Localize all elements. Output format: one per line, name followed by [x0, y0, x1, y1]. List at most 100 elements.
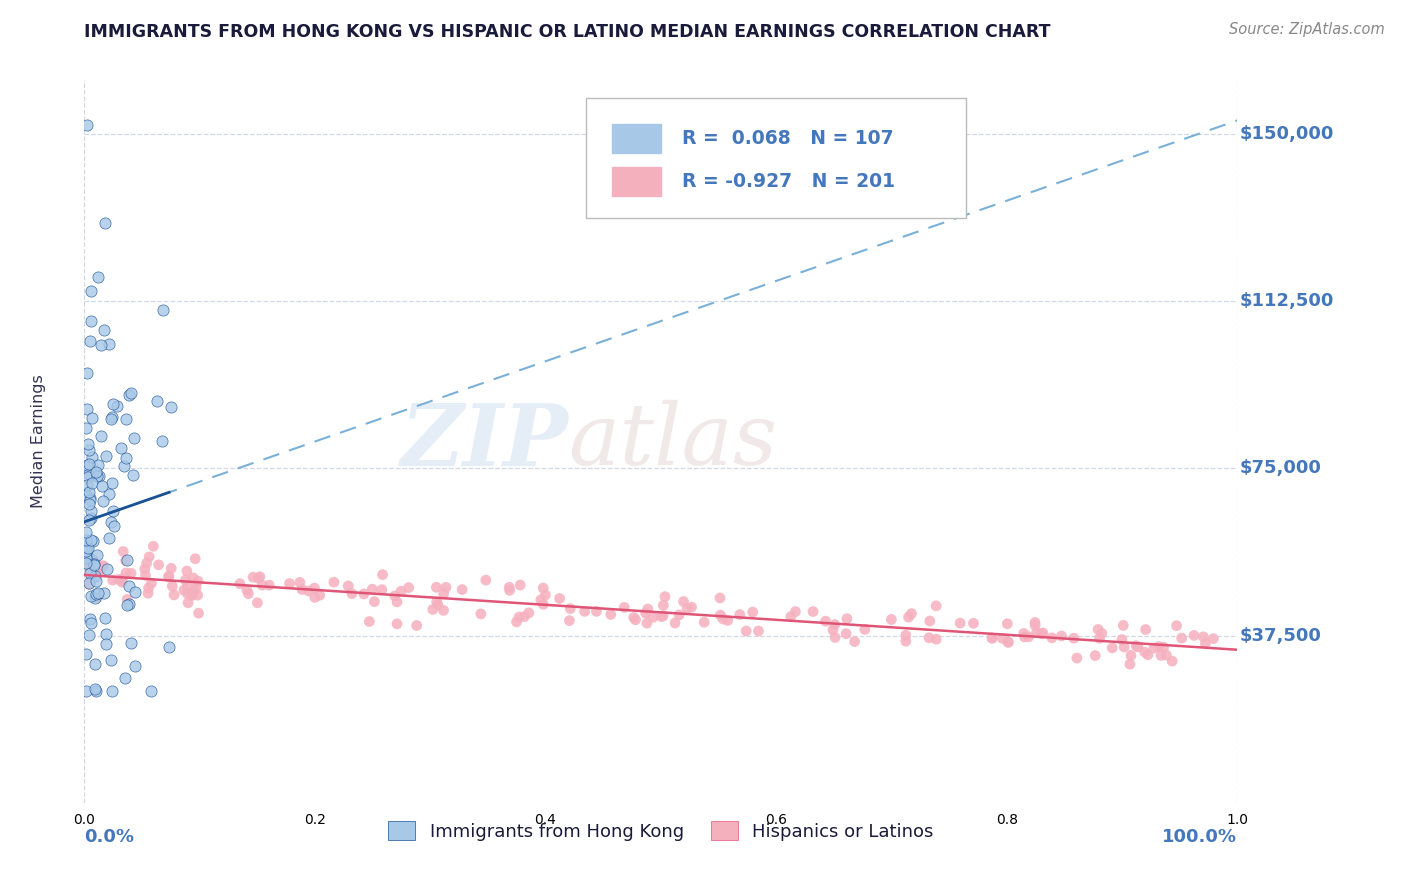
- Point: [637, 602, 659, 616]
- Point: [371, 582, 394, 597]
- Point: [304, 581, 326, 595]
- Point: [93, 558, 115, 573]
- Point: [94, 449, 117, 463]
- Point: [711, 612, 734, 626]
- Point: [238, 587, 260, 601]
- Point: [90, 337, 112, 351]
- Point: [107, 399, 129, 413]
- Point: [77, 467, 100, 482]
- Point: [118, 579, 141, 593]
- Text: $150,000: $150,000: [1240, 125, 1334, 143]
- Point: [174, 573, 197, 587]
- Point: [76, 478, 98, 492]
- Point: [136, 586, 159, 600]
- Point: [80, 533, 103, 548]
- Point: [79, 491, 101, 505]
- Point: [98, 337, 121, 351]
- Point: [1024, 615, 1046, 630]
- Point: [1182, 628, 1205, 642]
- Point: [135, 556, 157, 570]
- Point: [641, 610, 664, 624]
- Point: [160, 400, 183, 414]
- Point: [100, 411, 122, 425]
- Point: [80, 572, 103, 586]
- Point: [997, 635, 1019, 649]
- Point: [513, 609, 536, 624]
- Point: [134, 562, 156, 576]
- Point: [157, 569, 180, 583]
- Point: [86, 591, 108, 605]
- Point: [385, 616, 408, 631]
- Point: [236, 582, 259, 597]
- Point: [257, 578, 280, 592]
- Point: [1087, 623, 1109, 637]
- Point: [160, 561, 183, 575]
- Point: [115, 412, 138, 426]
- Point: [728, 607, 751, 622]
- Point: [1084, 648, 1107, 663]
- Point: [498, 580, 520, 594]
- Point: [1025, 625, 1047, 640]
- Point: [84, 684, 107, 698]
- Point: [853, 623, 876, 637]
- Point: [94, 611, 117, 625]
- Point: [115, 450, 138, 465]
- Point: [654, 590, 676, 604]
- Point: [1166, 618, 1188, 632]
- Point: [79, 334, 101, 349]
- Point: [84, 657, 107, 671]
- Point: [114, 671, 136, 685]
- Point: [1018, 630, 1040, 644]
- Point: [1143, 641, 1166, 656]
- Point: [96, 627, 118, 641]
- Point: [75, 533, 97, 547]
- Point: [75, 550, 97, 565]
- Point: [1150, 648, 1173, 663]
- Point: [124, 585, 146, 599]
- Point: [599, 607, 621, 622]
- Point: [75, 524, 97, 539]
- Point: [100, 515, 122, 529]
- Point: [75, 420, 97, 434]
- Point: [288, 575, 311, 590]
- Point: [425, 580, 447, 594]
- Point: [79, 628, 101, 642]
- Point: [384, 589, 406, 603]
- Point: [824, 631, 846, 645]
- Point: [101, 476, 124, 491]
- Point: [433, 587, 456, 601]
- Point: [98, 487, 121, 501]
- Point: [624, 613, 647, 627]
- Point: [426, 598, 449, 612]
- Point: [122, 468, 145, 483]
- Point: [76, 540, 98, 554]
- Point: [150, 434, 173, 449]
- Point: [187, 574, 209, 588]
- Point: [141, 576, 163, 591]
- Point: [86, 566, 108, 580]
- Point: [111, 575, 134, 590]
- Point: [835, 612, 858, 626]
- Point: [163, 588, 186, 602]
- Point: [634, 606, 657, 620]
- Point: [560, 601, 582, 615]
- Point: [89, 469, 111, 483]
- Point: [1024, 618, 1046, 632]
- Point: [1135, 623, 1157, 637]
- Point: [101, 397, 124, 411]
- Point: [1147, 640, 1170, 654]
- Point: [84, 587, 107, 601]
- Point: [1012, 626, 1035, 640]
- Point: [844, 634, 866, 648]
- Point: [111, 573, 134, 587]
- Point: [1088, 632, 1111, 646]
- Point: [101, 684, 124, 698]
- Point: [90, 429, 112, 443]
- Point: [681, 600, 703, 615]
- Point: [709, 608, 731, 623]
- Point: [138, 549, 160, 564]
- Point: [184, 551, 207, 566]
- Point: [141, 684, 163, 698]
- Point: [80, 511, 103, 525]
- Point: [77, 513, 100, 527]
